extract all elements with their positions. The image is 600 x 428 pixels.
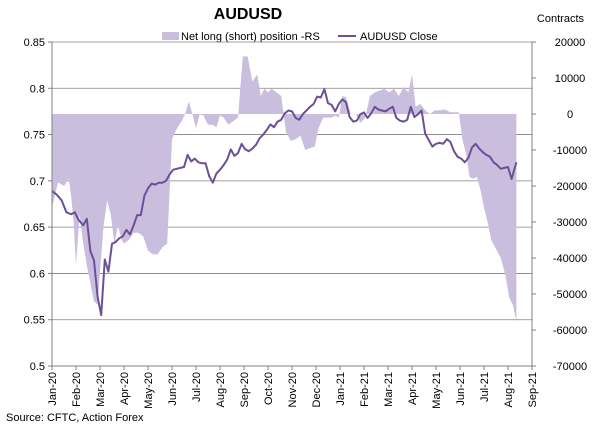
left-tick-label: 0.7: [30, 176, 45, 188]
left-tick-label: 0.55: [24, 315, 45, 327]
x-tick-label: Aug-20: [215, 372, 227, 407]
legend-area-swatch: [162, 32, 179, 40]
left-axis-ticks: 0.85 0.8 0.75 0.7 0.65 0.6 0.55 0.5: [24, 37, 52, 373]
left-tick-label: 0.65: [24, 222, 45, 234]
right-axis-ticks: 20000 10000 0 -10000 -20000 -30000 -40000 -5000…: [532, 37, 587, 373]
right-tick-label: 10000: [555, 73, 586, 85]
x-tick-label: Sep-20: [239, 372, 251, 407]
right-tick-label: -10000: [553, 145, 587, 157]
audusd-close-line-series: [51, 88, 518, 317]
right-tick-label: -20000: [553, 181, 587, 193]
x-tick-label: Mar-20: [95, 372, 107, 407]
x-tick-label: Nov-20: [287, 372, 299, 407]
left-tick-label: 0.6: [30, 268, 45, 280]
net-position-area: [52, 56, 517, 322]
x-tick-label: Jan-20: [47, 372, 59, 406]
audusd-close-line: [51, 88, 518, 317]
legend-line-label: AUDUSD Close: [360, 31, 438, 43]
net-position-area-series: [52, 56, 517, 322]
right-tick-label: -50000: [553, 289, 587, 301]
x-tick-label: Jan-21: [335, 372, 347, 406]
right-tick-label: -70000: [553, 361, 587, 373]
x-tick-label: Feb-20: [71, 372, 83, 407]
x-tick-label: Apr-20: [119, 372, 131, 405]
x-tick-label: May-20: [143, 372, 155, 409]
x-tick-label: Apr-21: [407, 372, 419, 405]
left-tick-label: 0.5: [30, 361, 45, 373]
left-tick-label: 0.85: [24, 37, 45, 49]
x-tick-label: Sep-21: [527, 372, 539, 407]
right-tick-label: -40000: [553, 253, 587, 265]
legend-area-label: Net long (short) position -RS: [181, 31, 320, 43]
x-tick-label: Jun-20: [167, 372, 179, 406]
x-tick-label: Aug-21: [503, 372, 515, 407]
chart-title: AUDUSD: [214, 6, 282, 23]
right-tick-label: -60000: [553, 325, 587, 337]
legend: Net long (short) position -RS AUDUSD Clo…: [162, 31, 438, 43]
x-tick-label: Feb-21: [359, 372, 371, 407]
x-tick-label: Jul-20: [191, 372, 203, 402]
left-tick-label: 0.75: [24, 130, 45, 142]
x-axis-ticks: Jan-20 Feb-20 Mar-20 Apr-20 May-20 Jun-20 Jul-…: [47, 366, 539, 409]
right-tick-label: 20000: [555, 37, 586, 49]
source-note: Source: CFTC, Action Forex: [6, 412, 144, 424]
x-tick-label: Oct-20: [263, 372, 275, 405]
x-tick-label: May-21: [431, 372, 443, 409]
x-tick-label: Jun-21: [455, 372, 467, 406]
right-tick-label: -30000: [553, 217, 587, 229]
right-axis-title: Contracts: [537, 13, 585, 25]
x-tick-label: Dec-20: [311, 372, 323, 407]
x-tick-label: Mar-21: [383, 372, 395, 407]
x-tick-label: Jul-21: [479, 372, 491, 402]
left-tick-label: 0.8: [30, 83, 45, 95]
right-tick-label: 0: [567, 109, 573, 121]
